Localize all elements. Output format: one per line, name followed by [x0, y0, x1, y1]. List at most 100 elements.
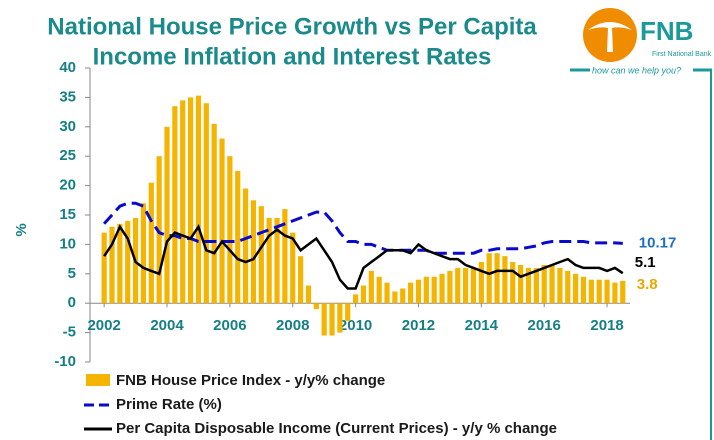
bar [109, 226, 115, 304]
bar [604, 279, 610, 304]
bar [573, 273, 579, 304]
y-tick-label: -5 [63, 324, 76, 341]
end-label: 10.17 [639, 234, 677, 251]
bar [117, 223, 123, 304]
y-tick-label: 35 [59, 88, 76, 105]
x-tick-label: 2018 [590, 317, 623, 334]
bar [541, 264, 547, 304]
bar [195, 95, 202, 304]
bar [125, 220, 131, 304]
bar [580, 276, 587, 304]
chart-title: Income Inflation and Interest Rates [93, 43, 492, 70]
bar [282, 209, 288, 304]
bar [148, 182, 154, 304]
logo: FNB First National Bank how can we help … [570, 8, 712, 440]
bar [250, 200, 257, 304]
bar [219, 138, 225, 304]
bar [620, 280, 626, 304]
legend-label: FNB House Price Index - y/y% change [116, 372, 385, 389]
bar [384, 282, 390, 304]
y-axis-label: % [13, 223, 30, 236]
x-tick-label: 2006 [213, 317, 246, 334]
end-label: 5.1 [635, 254, 656, 271]
bar [164, 126, 170, 304]
bar [392, 291, 398, 304]
bar [588, 279, 594, 304]
bar [565, 270, 571, 304]
bar [368, 270, 374, 304]
bar [486, 253, 492, 304]
y-tick-label: 25 [59, 147, 76, 164]
bar [274, 217, 280, 304]
bar [470, 267, 477, 304]
y-tick-label: 0 [68, 294, 76, 311]
bar [329, 303, 335, 336]
y-tick-label: 40 [59, 59, 76, 76]
bar [439, 273, 445, 304]
bar [431, 276, 437, 304]
chart-title: National House Price Growth vs Per Capit… [47, 13, 537, 40]
line [103, 223, 624, 290]
y-tick-label: 15 [59, 206, 76, 223]
x-tick-label: 2004 [150, 317, 184, 334]
bar [180, 100, 186, 304]
bar [203, 103, 209, 304]
bar [140, 203, 147, 304]
bar [297, 256, 304, 304]
legend-swatch [86, 374, 110, 386]
bar [101, 232, 107, 304]
y-tick-label: 10 [59, 235, 76, 252]
bar [463, 267, 469, 304]
bar [360, 285, 367, 304]
end-label: 3.8 [637, 276, 658, 293]
bar [187, 97, 194, 304]
bar [376, 276, 382, 304]
bar [305, 285, 312, 304]
bar [596, 279, 602, 304]
bar [235, 170, 241, 304]
bar [533, 267, 539, 304]
legend-label: Prime Rate (%) [116, 396, 222, 413]
bar [478, 262, 484, 304]
y-tick-label: 30 [59, 118, 76, 135]
bar [502, 256, 508, 304]
bar [321, 303, 327, 336]
bar [352, 294, 359, 304]
logo-tree [588, 22, 632, 52]
bar [557, 267, 563, 304]
bar [525, 267, 532, 304]
bar [510, 262, 516, 304]
y-tick-label: -10 [54, 353, 76, 370]
logo-subtitle: First National Bank [652, 51, 712, 58]
x-tick-label: 2014 [465, 317, 499, 334]
bar [549, 264, 555, 304]
bar [242, 188, 249, 304]
logo-name: FNB [640, 16, 693, 46]
bar [447, 270, 453, 304]
bar [337, 303, 343, 333]
y-tick-label: 5 [68, 265, 76, 282]
bar [612, 282, 618, 304]
x-tick-label: 2008 [276, 317, 309, 334]
x-tick-label: 2012 [402, 317, 435, 334]
bar [455, 267, 461, 304]
bar [400, 288, 406, 304]
bar [172, 106, 178, 304]
bar [258, 206, 264, 304]
x-tick-label: 2010 [339, 317, 372, 334]
bar [423, 276, 429, 304]
x-tick-label: 2016 [528, 317, 561, 334]
bar [313, 303, 319, 310]
bar [211, 123, 217, 304]
bar [408, 282, 414, 304]
bar [156, 156, 162, 304]
bar [518, 264, 524, 304]
y-tick-label: 20 [59, 177, 76, 194]
bar [345, 303, 351, 321]
bar [415, 279, 422, 304]
bar [266, 217, 272, 304]
bar [494, 253, 500, 304]
x-tick-label: 2002 [87, 317, 120, 334]
bar [290, 232, 296, 304]
